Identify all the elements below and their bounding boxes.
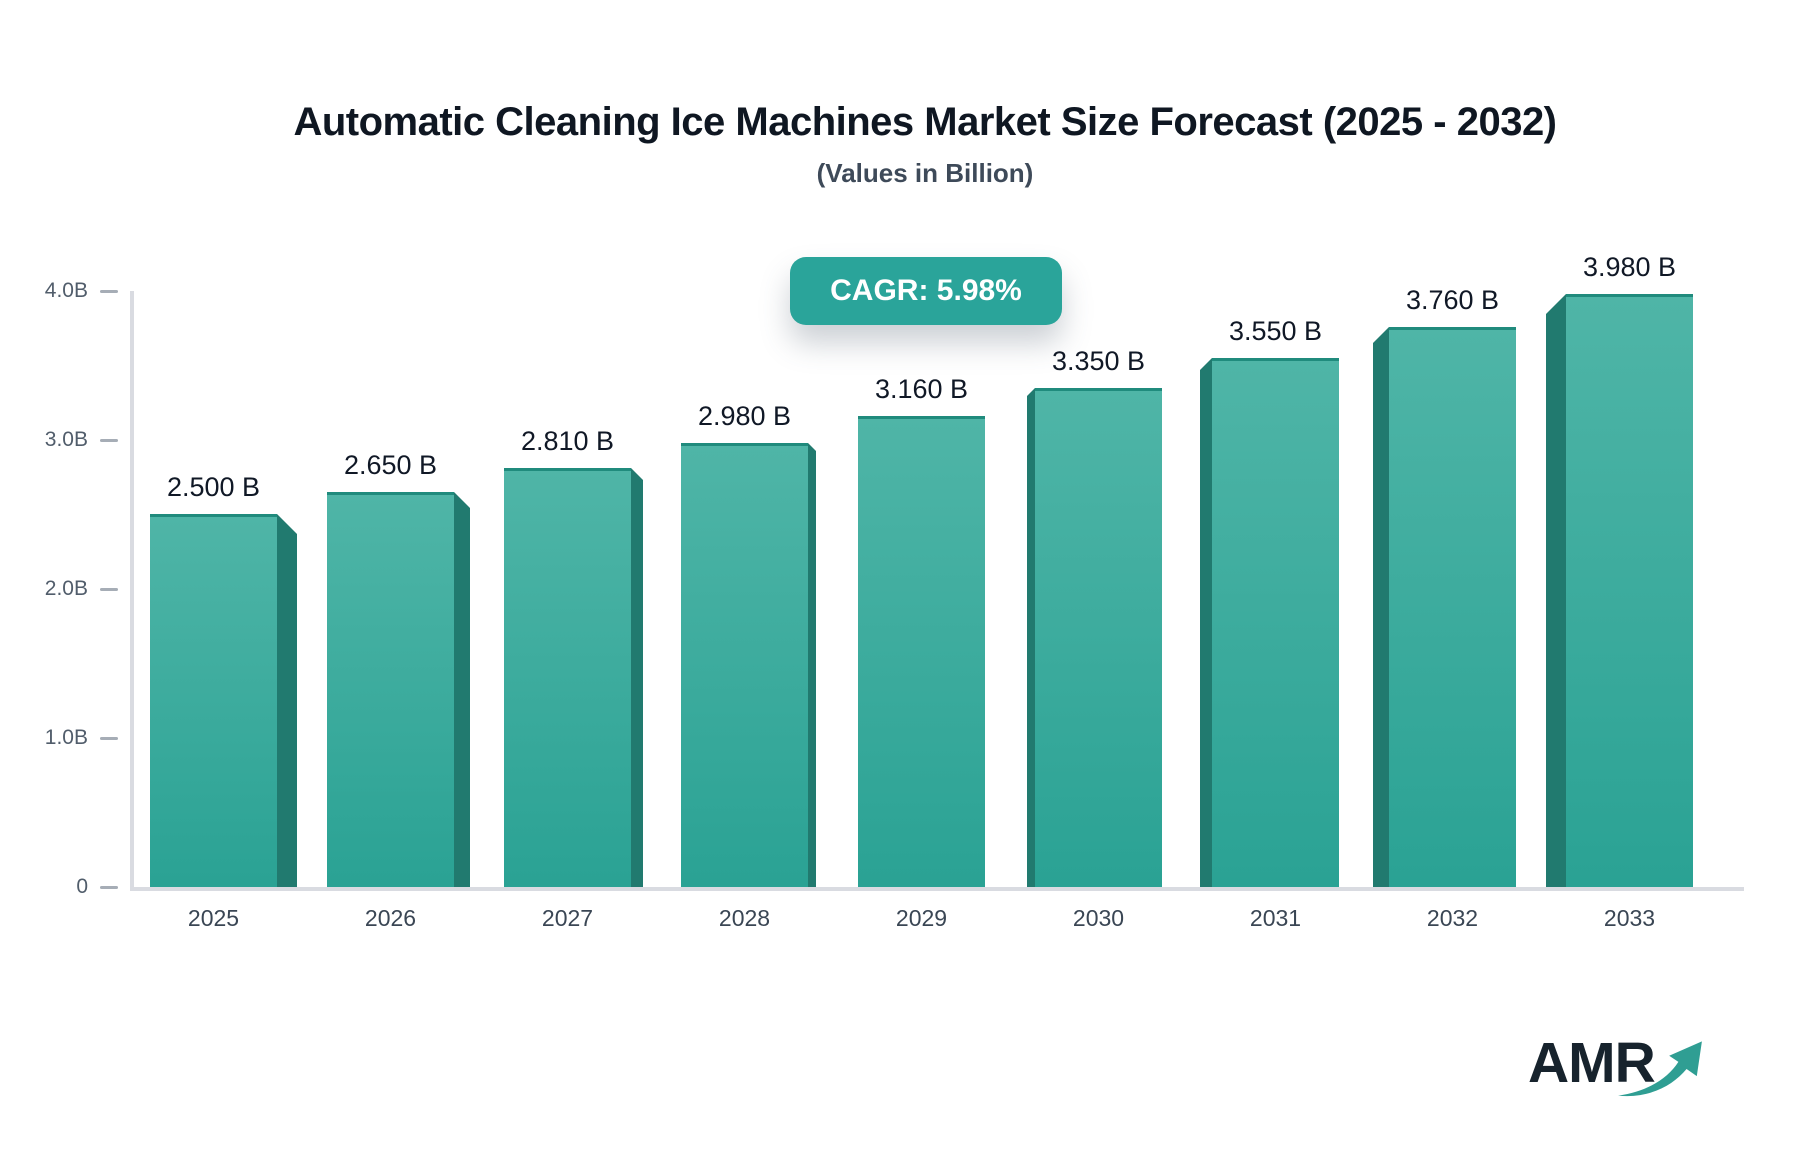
bar-side-panel [1373,327,1389,887]
x-axis-label: 2031 [1249,905,1302,931]
cagr-badge-label: CAGR: 5.98% [830,274,1022,307]
y-axis-tick-mark [100,737,118,740]
y-axis-tick-mark [100,886,118,889]
page-subtitle: (Values in Billion) [816,158,1034,188]
bar-value-label: 3.760 B [1405,285,1500,315]
bar [1035,388,1162,887]
y-axis-line [130,291,134,891]
amr-logo: AMR [1528,1032,1738,1112]
bar [681,443,808,887]
x-axis-label: 2028 [718,905,771,931]
bar [858,416,985,887]
bar-side-panel [1200,358,1212,887]
bar [1389,327,1516,887]
growth-arrow-icon [1618,1041,1702,1097]
x-axis-label: 2026 [364,905,417,931]
bar [327,492,454,887]
bar-side-panel [631,468,643,887]
y-axis-tick-mark [100,439,118,442]
y-axis-tick-label: 3.0B [44,428,88,451]
bar-side-panel [454,492,470,887]
y-axis-tick-mark [100,588,118,591]
bar [150,514,277,887]
bar-value-label: 3.550 B [1228,316,1323,346]
bar-value-label: 3.350 B [1051,346,1146,376]
y-axis-tick-label: 2.0B [44,577,88,600]
bar-value-label: 3.160 B [874,374,969,404]
bar-value-label: 2.500 B [166,472,261,502]
y-axis-tick-label: 0 [76,875,88,898]
bar [1212,358,1339,887]
x-axis-label: 2025 [187,905,240,931]
bar-value-label: 2.980 B [697,401,792,431]
bar-value-label: 3.980 B [1582,252,1677,282]
amr-logo-text: AMR [1528,1031,1656,1095]
bar-side-panel [1027,388,1035,887]
bar-value-label: 2.810 B [520,426,615,456]
y-axis-tick-label: 4.0B [44,279,88,302]
x-axis-label: 2027 [541,905,594,931]
x-axis-label: 2030 [1072,905,1125,931]
x-axis-line [130,887,1744,891]
bar-side-panel [808,443,816,887]
y-axis-tick-label: 1.0B [44,726,88,749]
x-axis-label: 2032 [1426,905,1479,931]
bar-value-label: 2.650 B [343,450,438,480]
bar-side-panel [277,514,297,887]
bar [1566,294,1693,887]
bar-side-panel [1546,294,1566,887]
x-axis-label: 2033 [1603,905,1656,931]
page-title: Automatic Cleaning Ice Machines Market S… [293,100,1557,144]
x-axis-label: 2029 [895,905,948,931]
cagr-badge: CAGR: 5.98% [790,257,1062,325]
bar [504,468,631,887]
y-axis-tick-mark [100,290,118,293]
